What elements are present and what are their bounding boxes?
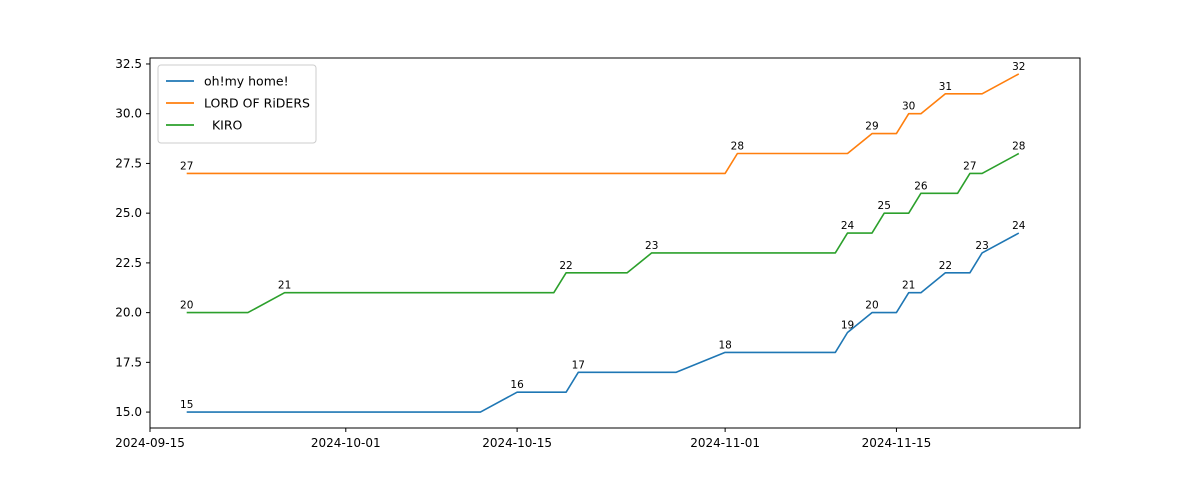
data-label: 17: [572, 359, 585, 371]
y-tick-label: 27.5: [115, 156, 142, 170]
legend-box: [157, 64, 317, 144]
data-label: 23: [975, 240, 988, 252]
data-label: 21: [278, 280, 291, 292]
data-label: 24: [841, 220, 855, 232]
x-tick-label: 2024-09-15: [115, 436, 185, 450]
legend: oh!my home! LORD OF RiDERS KIRO: [157, 64, 317, 144]
data-label: 21: [902, 280, 915, 292]
data-label: 23: [645, 240, 658, 252]
series-line-1: [186, 73, 1020, 175]
data-label: 18: [718, 339, 731, 351]
data-label: 27: [180, 160, 193, 172]
data-label: 22: [559, 260, 572, 272]
y-tick-label: 25.0: [115, 206, 142, 220]
series-line-2: [186, 152, 1020, 314]
data-label: 24: [1012, 220, 1026, 232]
data-label: 20: [180, 300, 193, 312]
series-line-0: [186, 232, 1020, 413]
data-label: 15: [180, 399, 193, 411]
legend-label-2: KIRO: [204, 118, 246, 133]
data-labels: 15 16 17 18 19 20 21 22 23 24 27 28 29 30 31 32 20 21 22 23…: [180, 61, 1026, 411]
x-tick-label: 2024-11-15: [862, 436, 932, 450]
x-tick-label: 2024-11-01: [690, 436, 760, 450]
y-tick-label: 32.5: [115, 57, 142, 71]
data-label: 26: [914, 180, 928, 192]
y-tick-label: 17.5: [115, 355, 142, 369]
data-label: 28: [1012, 140, 1025, 152]
data-label: 27: [963, 160, 976, 172]
data-label: 25: [878, 200, 891, 212]
data-label: 29: [865, 121, 878, 133]
data-label: 31: [939, 81, 952, 93]
data-label: 20: [865, 300, 878, 312]
data-label: 32: [1012, 61, 1025, 73]
y-tick-label: 20.0: [115, 306, 142, 320]
axes: 2024-09-15 2024-10-01 2024-10-15 2024-11-01…: [115, 57, 931, 450]
data-label: 16: [510, 379, 524, 391]
series-group: [186, 73, 1020, 413]
y-tick-label: 22.5: [115, 256, 142, 270]
legend-label-0: oh!my home!: [204, 74, 289, 89]
x-tick-label: 2024-10-15: [482, 436, 552, 450]
data-label: 30: [902, 101, 915, 113]
data-label: 22: [939, 260, 952, 272]
legend-label-1: LORD OF RiDERS: [204, 96, 310, 111]
y-tick-label: 30.0: [115, 107, 142, 121]
y-tick-label: 15.0: [115, 405, 142, 419]
data-label: 19: [841, 320, 854, 332]
x-tick-label: 2024-10-01: [311, 436, 381, 450]
data-label: 28: [731, 140, 744, 152]
